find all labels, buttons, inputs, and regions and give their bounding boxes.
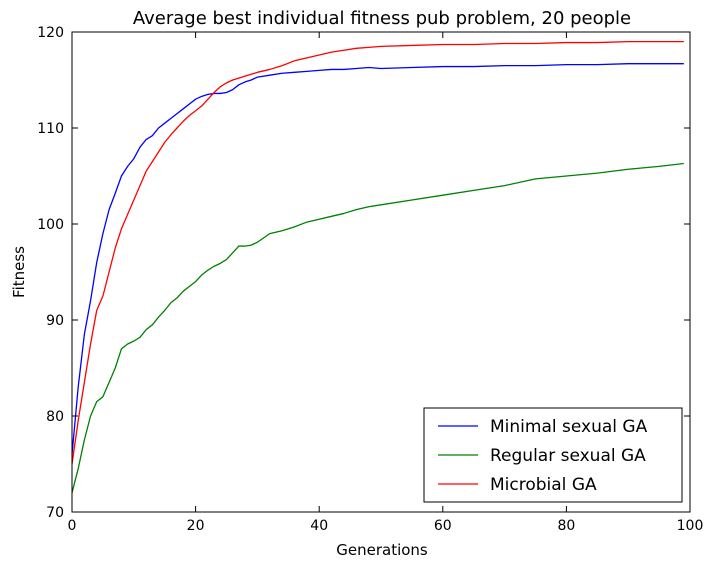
y-tick-label: 110 [37, 121, 64, 137]
legend-label-2: Microbial GA [490, 475, 597, 495]
x-tick-label: 60 [434, 518, 452, 534]
series-line-0 [71, 63, 684, 455]
y-tick-label: 120 [37, 25, 64, 41]
legend: Minimal sexual GA Regular sexual GA Microb… [423, 407, 683, 503]
plot-area [71, 40, 684, 493]
x-tick-label: 100 [677, 518, 704, 534]
x-tick-label: 40 [310, 518, 328, 534]
plot-frame [71, 31, 691, 513]
y-tick-label: 90 [46, 313, 64, 329]
axes: 0 20 40 60 80 100 70 80 90 100 110 120 [37, 25, 703, 534]
x-tick-label: 0 [68, 518, 77, 534]
y-axis-title: Fitness [10, 246, 28, 298]
legend-label-0: Minimal sexual GA [490, 417, 648, 437]
x-tick-label: 80 [557, 518, 575, 534]
x-axis-title: Generations [336, 541, 428, 559]
chart-title: Average best individual fitness pub prob… [133, 8, 631, 29]
y-tick-label: 80 [46, 409, 64, 425]
x-tick-label: 20 [187, 518, 205, 534]
series-line-1 [71, 162, 684, 493]
legend-label-1: Regular sexual GA [490, 446, 646, 466]
y-tick-label: 70 [46, 505, 64, 521]
y-tick-label: 100 [37, 217, 64, 233]
series-line-2 [71, 40, 684, 465]
